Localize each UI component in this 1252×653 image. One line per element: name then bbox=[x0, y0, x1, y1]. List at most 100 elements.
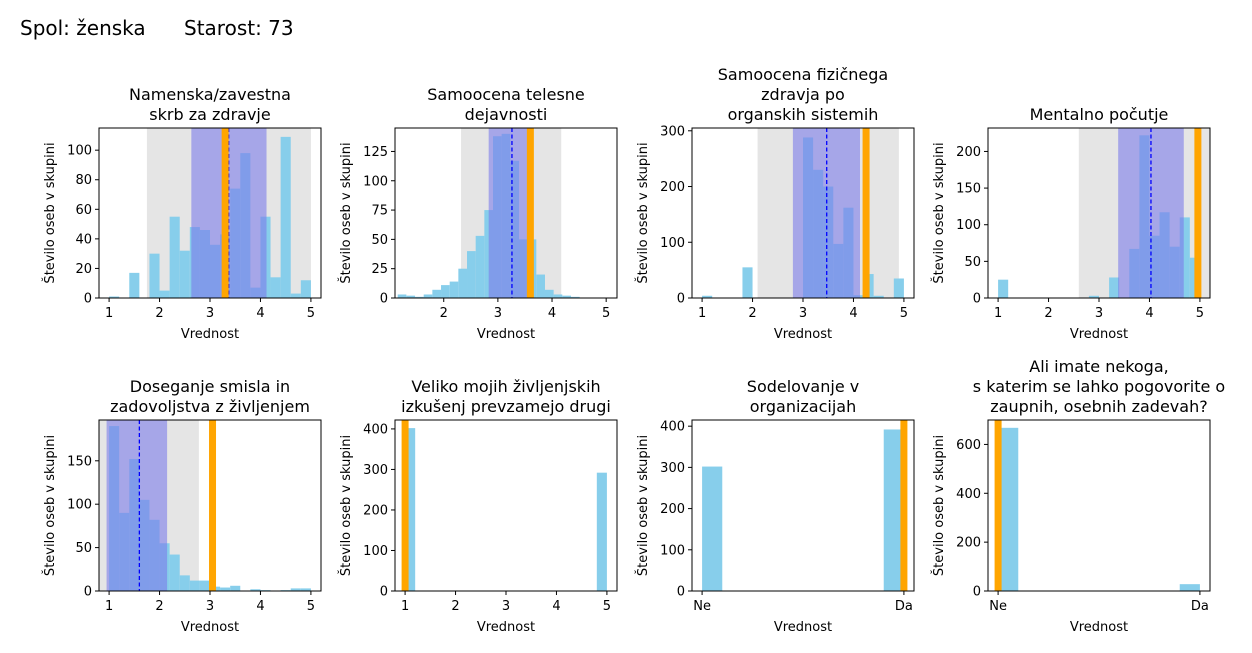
y-axis-label: Število oseb v skupini bbox=[338, 435, 354, 576]
y-tick-label: 125 bbox=[363, 145, 388, 160]
x-tick-label: 5 bbox=[307, 306, 315, 321]
y-tick-label: 400 bbox=[660, 420, 685, 435]
x-tick-label: 5 bbox=[900, 306, 908, 321]
chart-title: dejavnosti bbox=[465, 105, 548, 124]
y-tick-label: 0 bbox=[973, 292, 981, 307]
respondent-marker bbox=[526, 128, 534, 298]
x-axis-label: Vrednost bbox=[774, 327, 832, 342]
histogram-bar bbox=[280, 136, 291, 298]
y-tick-label: 300 bbox=[660, 124, 685, 139]
y-tick-label: 0 bbox=[677, 292, 685, 307]
respondent-marker bbox=[994, 420, 1002, 591]
y-tick-label: 25 bbox=[371, 262, 388, 277]
histogram-bar bbox=[449, 281, 459, 298]
x-tick-label: 2 bbox=[155, 599, 163, 614]
x-tick-label: Da bbox=[895, 599, 913, 614]
histogram-bar bbox=[441, 285, 450, 298]
histogram-bar bbox=[250, 589, 261, 591]
chart-title: Veliko mojih življenjskih bbox=[411, 377, 600, 396]
histogram-bar bbox=[300, 588, 311, 591]
x-tick-label: 1 bbox=[105, 599, 113, 614]
y-axis-label: Število oseb v skupini bbox=[635, 142, 651, 283]
chart-title: izkušenj prevzamejo drugi bbox=[401, 397, 611, 416]
chart-title: Samoocena fizičnega bbox=[718, 65, 888, 84]
y-tick-label: 400 bbox=[363, 422, 388, 437]
histogram-bar bbox=[290, 588, 301, 591]
y-tick-label: 50 bbox=[964, 255, 981, 270]
y-tick-label: 100 bbox=[67, 498, 92, 513]
chart-3: 1 2 3 4 5 0 100 200 300 Vrednost Število oseb v sk… bbox=[635, 65, 915, 342]
x-axis-label: Vrednost bbox=[181, 620, 239, 635]
x-axis-label: Vrednost bbox=[1070, 620, 1128, 635]
chart-title: zdravja po bbox=[761, 85, 845, 104]
y-tick-label: 150 bbox=[67, 454, 92, 469]
histogram-bar bbox=[998, 427, 1019, 591]
y-tick-label: 0 bbox=[677, 585, 685, 600]
respondent-marker bbox=[900, 420, 908, 591]
y-tick-label: 100 bbox=[660, 236, 685, 251]
x-tick-label: Ne bbox=[989, 599, 1007, 614]
histogram-bar bbox=[596, 472, 607, 591]
histogram-bar bbox=[1088, 295, 1099, 298]
y-tick-label: 80 bbox=[75, 173, 92, 188]
histogram-bar bbox=[406, 295, 416, 298]
chart-title: organizacijah bbox=[750, 397, 856, 416]
chart-title: Doseganje smisla in bbox=[130, 377, 290, 396]
age-label: Starost: 73 bbox=[184, 16, 294, 40]
x-tick-label: 4 bbox=[256, 306, 264, 321]
histogram-bar bbox=[169, 554, 180, 591]
histogram-bar bbox=[423, 294, 433, 298]
histogram-bar bbox=[475, 235, 485, 298]
chart-title: s katerim se lahko pogovorite o bbox=[973, 377, 1225, 396]
x-axis-label: Vrednost bbox=[774, 620, 832, 635]
y-axis-label: Število oseb v skupini bbox=[42, 142, 58, 283]
y-tick-label: 200 bbox=[660, 502, 685, 517]
histogram-bar bbox=[415, 296, 424, 298]
respondent-marker bbox=[209, 420, 217, 591]
histogram-bar bbox=[458, 268, 468, 298]
chart-title: Ali imate nekoga, bbox=[1029, 357, 1168, 376]
y-tick-label: 300 bbox=[363, 463, 388, 478]
x-tick-label: Ne bbox=[693, 599, 711, 614]
y-tick-label: 40 bbox=[75, 232, 92, 247]
plot-frame bbox=[394, 419, 618, 592]
std-band bbox=[106, 420, 168, 591]
y-tick-label: 100 bbox=[956, 218, 981, 233]
x-tick-label: 1 bbox=[994, 306, 1002, 321]
x-axis-label: Vrednost bbox=[477, 620, 535, 635]
y-tick-label: 400 bbox=[956, 487, 981, 502]
histogram-bar bbox=[189, 580, 200, 591]
histogram-bar bbox=[553, 294, 563, 298]
y-tick-label: 200 bbox=[956, 145, 981, 160]
x-tick-label: 3 bbox=[206, 306, 214, 321]
y-axis-label: Število oseb v skupini bbox=[42, 435, 58, 576]
histogram-bar bbox=[1179, 217, 1190, 298]
histogram-bar bbox=[220, 587, 231, 591]
x-tick-label: 5 bbox=[1196, 306, 1204, 321]
histogram-bar bbox=[405, 428, 416, 591]
x-axis-label: Vrednost bbox=[477, 327, 535, 342]
chart-title: Samoocena telesne bbox=[427, 85, 585, 104]
y-tick-label: 0 bbox=[380, 585, 388, 600]
histogram-bar bbox=[702, 466, 723, 591]
y-tick-label: 100 bbox=[67, 144, 92, 159]
x-tick-label: 5 bbox=[602, 306, 610, 321]
histogram-bar bbox=[109, 296, 120, 298]
histogram-bar bbox=[129, 272, 140, 298]
histogram-bar bbox=[883, 429, 904, 591]
chart-1: 1 2 3 4 5 0 20 40 60 80 100 Vrednost Število oseb v … bbox=[42, 85, 322, 342]
x-tick-label: 1 bbox=[105, 306, 113, 321]
x-tick-label: 1 bbox=[401, 599, 409, 614]
y-tick-label: 75 bbox=[371, 204, 388, 219]
chart-6: 1 2 3 4 5 0 100 200 300 400 Vrednost Število oseb v… bbox=[338, 377, 618, 635]
respondent-marker bbox=[1194, 128, 1202, 298]
x-tick-label: 3 bbox=[206, 599, 214, 614]
histogram-bar bbox=[544, 289, 554, 298]
y-tick-label: 300 bbox=[660, 461, 685, 476]
chart-title: zadovoljstva z življenjem bbox=[110, 397, 310, 416]
y-tick-label: 200 bbox=[660, 180, 685, 195]
histogram-bar bbox=[230, 585, 241, 591]
